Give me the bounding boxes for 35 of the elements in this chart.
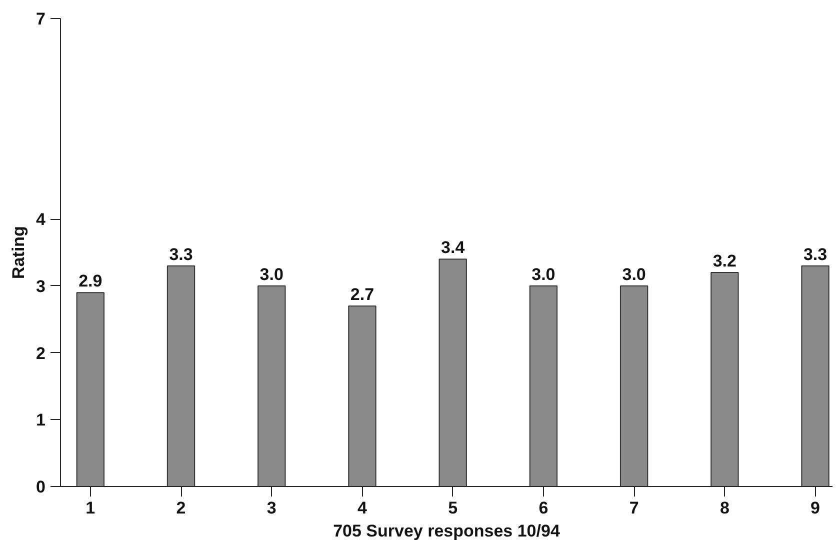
bar — [348, 305, 376, 486]
bar — [801, 265, 830, 486]
x-tick-label: 1 — [86, 498, 96, 518]
data-label: 3.4 — [441, 238, 466, 258]
bar — [166, 265, 196, 486]
x-tick-label: 9 — [810, 498, 820, 518]
bar — [438, 258, 467, 486]
x-tick-label: 6 — [538, 498, 548, 518]
x-tick-label: 4 — [358, 498, 368, 518]
x-tick-label: 3 — [266, 498, 276, 518]
y-axis-title: Rating — [9, 226, 28, 279]
y-tick-label: 0 — [36, 478, 46, 496]
y-tick-label: 7 — [36, 10, 46, 28]
x-tick-label: 7 — [629, 498, 639, 518]
bar — [529, 285, 558, 486]
data-label: 2.7 — [350, 284, 374, 304]
bar — [620, 285, 648, 486]
x-tick-label: 5 — [448, 498, 458, 518]
x-axis-title: 705 Survey responses 10/94 — [333, 522, 560, 540]
y-tick-label: 3 — [36, 276, 46, 296]
bar — [258, 285, 286, 486]
x-tick-label: 8 — [720, 498, 730, 518]
y-tick-label: 2 — [36, 344, 46, 363]
data-label: 3.3 — [803, 244, 828, 264]
data-label: 3.0 — [532, 264, 556, 284]
bar — [710, 272, 739, 486]
data-label: 3.0 — [260, 264, 284, 284]
y-tick-label: 1 — [36, 410, 46, 430]
x-tick-label: 2 — [176, 498, 186, 518]
data-label: 3.2 — [712, 252, 736, 271]
data-label: 2.9 — [78, 272, 102, 291]
bar — [76, 292, 104, 486]
y-tick-label: 4 — [36, 210, 46, 230]
data-label: 3.0 — [622, 264, 646, 284]
data-label: 3.3 — [169, 244, 193, 264]
